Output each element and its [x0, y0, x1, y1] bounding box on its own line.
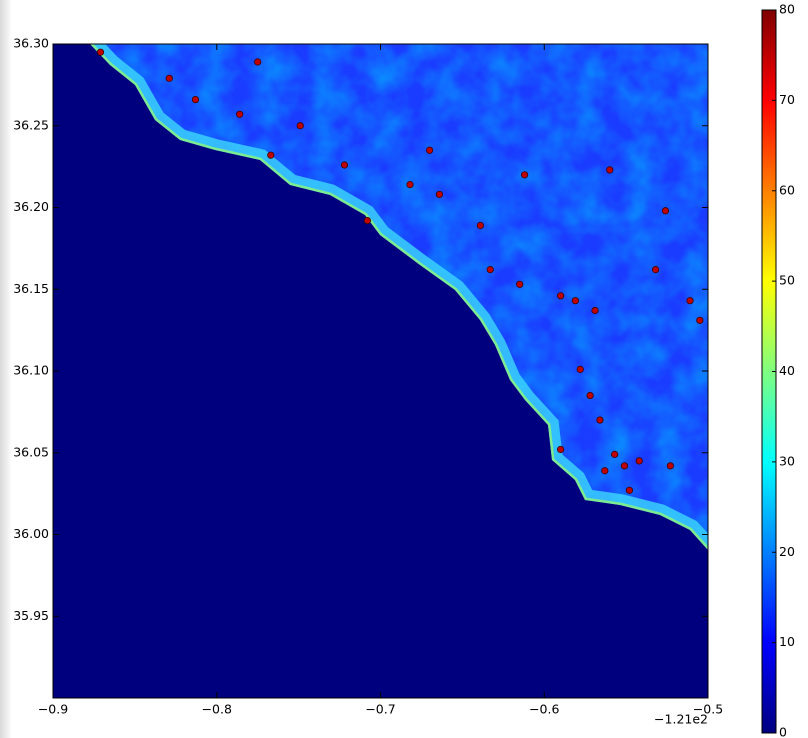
y-tick-label: 36.00 — [13, 526, 49, 541]
coast-edge — [90, 44, 708, 550]
point — [686, 297, 694, 305]
x-tick-label: −0.9 — [38, 702, 68, 717]
point — [571, 297, 579, 305]
point — [406, 181, 414, 189]
y-tick-label: 36.15 — [13, 281, 49, 296]
colorbar-tick-label: 10 — [779, 634, 795, 649]
point — [363, 216, 371, 225]
colorbar-tick-label: 20 — [779, 544, 795, 559]
point — [254, 58, 262, 66]
y-tick-label: 36.25 — [13, 117, 49, 132]
colorbar-tick-label: 60 — [779, 182, 795, 197]
point — [661, 207, 670, 215]
point — [426, 146, 434, 154]
point — [591, 306, 599, 315]
point — [340, 161, 349, 169]
point — [557, 292, 565, 300]
point — [635, 457, 643, 465]
colorbar-tick-label: 40 — [779, 363, 795, 378]
x-offset-label: −1.21e2 — [654, 712, 708, 727]
point — [576, 365, 584, 373]
y-tick-label: 36.20 — [13, 199, 49, 214]
y-tick-label: 36.30 — [13, 36, 49, 51]
colorbar-tick-label: 70 — [779, 92, 795, 107]
point — [236, 110, 244, 118]
point — [435, 190, 444, 199]
point — [516, 280, 524, 288]
point — [666, 462, 674, 470]
y-tick-label: 36.10 — [13, 363, 49, 378]
point — [586, 391, 594, 400]
point — [557, 445, 565, 454]
point — [601, 467, 609, 475]
point — [165, 74, 173, 82]
x-tick-label: −0.7 — [365, 702, 395, 717]
point — [96, 48, 105, 56]
point — [476, 221, 484, 230]
colorbar-tick-label: 80 — [779, 2, 795, 17]
y-tick-label: 36.05 — [13, 444, 49, 459]
point — [191, 95, 200, 104]
x-tick-label: −0.6 — [529, 702, 559, 717]
point — [296, 122, 304, 130]
point — [606, 166, 614, 174]
y-tick-label: 35.95 — [13, 608, 49, 623]
point — [596, 416, 604, 424]
point — [620, 462, 629, 470]
point — [696, 316, 704, 324]
window-shadow — [0, 0, 12, 738]
point — [486, 266, 494, 274]
point — [625, 486, 634, 494]
point — [520, 171, 529, 179]
point — [267, 151, 275, 159]
x-tick-label: −0.5 — [693, 702, 723, 717]
x-tick-label: −0.8 — [202, 702, 232, 717]
colorbar-tick-label: 0 — [779, 725, 787, 738]
point — [651, 266, 660, 274]
colorbar-tick-label: 50 — [779, 273, 795, 288]
point — [611, 450, 619, 458]
colorbar-tick-label: 30 — [779, 453, 795, 468]
